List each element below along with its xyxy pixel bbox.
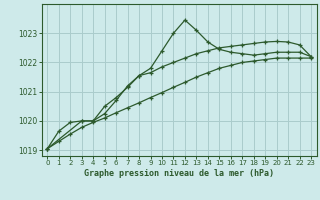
X-axis label: Graphe pression niveau de la mer (hPa): Graphe pression niveau de la mer (hPa) [84,169,274,178]
